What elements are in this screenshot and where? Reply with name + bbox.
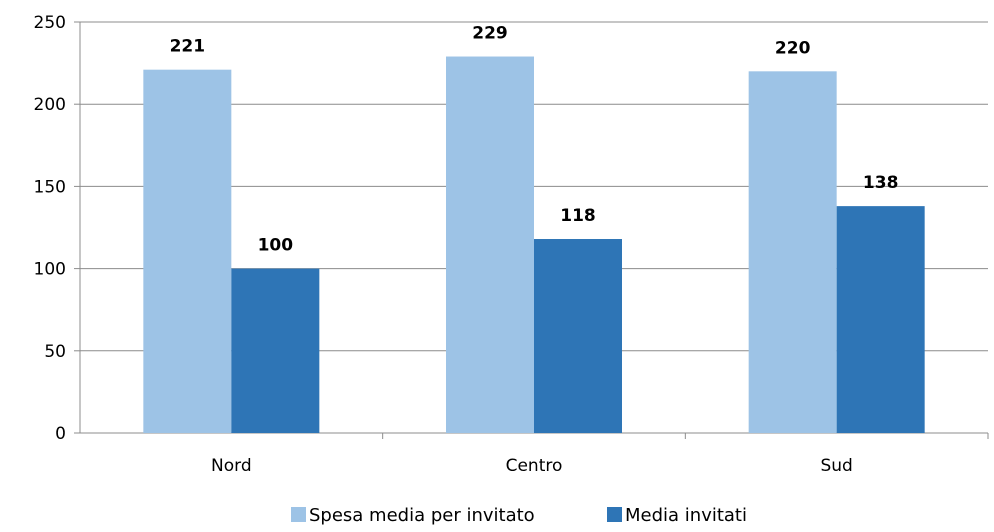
bar: [748, 71, 837, 433]
legend-swatch: [607, 507, 622, 522]
data-label: 229: [472, 24, 508, 44]
y-tick-label: 250: [34, 13, 66, 33]
data-labels: 221 100 229 118 220 138: [170, 24, 899, 256]
x-tick-label: Centro: [506, 456, 563, 476]
y-tick-label: 100: [34, 260, 66, 280]
legend-label: Spesa media per invitato: [309, 505, 535, 526]
y-tick-label: 50: [44, 342, 66, 362]
x-tick-label: Sud: [820, 456, 852, 476]
data-label: 221: [170, 37, 206, 57]
bar: [143, 69, 232, 434]
x-tick-label: Nord: [211, 456, 252, 476]
data-label: 118: [560, 206, 596, 226]
legend-label: Media invitati: [625, 505, 747, 526]
data-label: 220: [775, 38, 811, 58]
legend: Spesa media per invitato Media invitati: [291, 505, 747, 526]
bar: [534, 239, 622, 433]
bars: [143, 56, 925, 434]
bar: [231, 268, 320, 433]
y-tick-label: 150: [34, 177, 66, 197]
data-label: 138: [863, 173, 899, 193]
legend-swatch: [291, 507, 306, 522]
y-tick-label: 200: [34, 95, 66, 115]
y-tick-label: 0: [55, 424, 66, 444]
bar: [446, 56, 534, 434]
data-label: 100: [258, 236, 294, 256]
bar: [836, 206, 925, 433]
